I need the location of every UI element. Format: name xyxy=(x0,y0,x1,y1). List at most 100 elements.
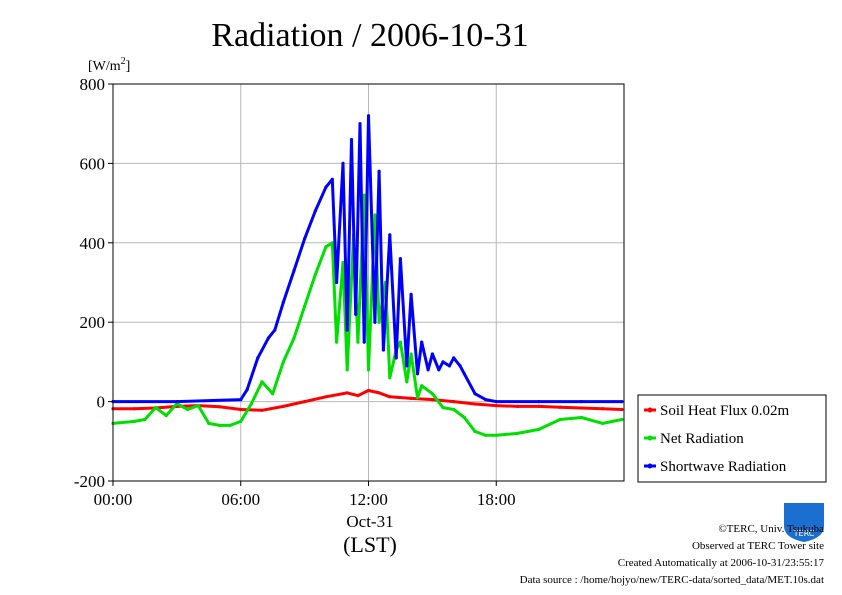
series-point-2 xyxy=(484,398,488,402)
y-axis-unit: [W/m2] xyxy=(88,56,130,74)
series-point-1 xyxy=(207,421,211,425)
series-point-2 xyxy=(313,209,317,213)
series-point-1 xyxy=(303,304,307,308)
series-point-2 xyxy=(362,340,366,344)
series-point-0 xyxy=(601,407,605,411)
y-tick-label: 200 xyxy=(80,313,106,332)
series-point-0 xyxy=(620,407,624,412)
x-axis-ticks: 00:00 06:00 12:00 18:00 xyxy=(94,481,516,509)
series-point-2 xyxy=(381,348,385,352)
series-point-0 xyxy=(239,407,243,412)
series-point-1 xyxy=(537,427,541,431)
series-point-2 xyxy=(303,237,307,241)
series-point-2 xyxy=(579,400,584,404)
series-point-1 xyxy=(373,213,377,217)
series-point-1 xyxy=(415,396,420,400)
series-point-1 xyxy=(362,193,366,197)
series-point-1 xyxy=(239,419,243,423)
series-point-1 xyxy=(398,340,402,344)
series-point-0 xyxy=(377,391,381,395)
x-axis-title: (LST) xyxy=(343,532,397,557)
x-axis-date-label: Oct-31 xyxy=(346,512,393,531)
x-tick-label: 18:00 xyxy=(477,490,516,509)
series-point-1 xyxy=(345,368,349,372)
x-tick-label: 12:00 xyxy=(349,490,388,509)
series-point-2 xyxy=(245,388,249,392)
plot-frame xyxy=(112,83,625,482)
series-point-2 xyxy=(537,400,541,404)
series-point-1 xyxy=(409,352,413,356)
series-point-2 xyxy=(458,364,462,368)
series-point-0 xyxy=(281,404,285,408)
series-point-1 xyxy=(430,392,434,396)
footer-created: Created Automatically at 2006-10-31/23:5… xyxy=(618,557,825,569)
series-point-2 xyxy=(349,138,354,142)
series-point-1 xyxy=(143,417,147,422)
series-point-2 xyxy=(377,169,381,173)
series-point-1 xyxy=(388,376,392,380)
series-point-2 xyxy=(441,360,445,364)
series-point-2 xyxy=(175,400,179,404)
x-tick-label: 06:00 xyxy=(221,490,260,509)
series-point-2 xyxy=(366,114,371,118)
series-point-2 xyxy=(345,328,349,332)
legend-marker-0 xyxy=(647,407,653,413)
series-point-1 xyxy=(601,421,605,425)
series-point-1 xyxy=(473,429,477,433)
series-point-0 xyxy=(558,405,562,409)
series-point-2 xyxy=(388,233,392,237)
series-point-1 xyxy=(441,406,445,410)
series-point-1 xyxy=(292,336,296,340)
series-point-1 xyxy=(217,423,222,427)
series-point-1 xyxy=(132,419,136,423)
series-point-0 xyxy=(452,400,456,404)
series-point-0 xyxy=(388,395,392,399)
series-point-1 xyxy=(249,402,253,406)
y-axis-ticks: -200 0 200 400 600 800 xyxy=(74,75,113,491)
series-point-0 xyxy=(579,406,584,410)
series-point-1 xyxy=(271,392,275,396)
series-point-2 xyxy=(335,280,339,285)
series-point-1 xyxy=(228,423,232,427)
series-point-0 xyxy=(345,391,349,395)
series-point-0 xyxy=(217,405,222,409)
series-point-1 xyxy=(164,413,168,418)
series-point-2 xyxy=(330,177,334,181)
series-point-1 xyxy=(377,320,381,324)
series-point-0 xyxy=(356,394,360,398)
chart-title: Radiation / 2006-10-31 xyxy=(211,17,528,54)
series-point-0 xyxy=(430,398,434,402)
terc-logo: TERC xyxy=(784,503,824,542)
legend: Soil Heat Flux 0.02m Net Radiation Shortwa… xyxy=(637,394,827,483)
legend-marker-2 xyxy=(647,463,653,469)
series-point-2 xyxy=(239,398,243,402)
series-point-2 xyxy=(415,372,420,376)
y-tick-label: 0 xyxy=(97,393,106,412)
series-point-1 xyxy=(515,431,520,435)
y-tick-label: 600 xyxy=(80,154,106,173)
series-point-0 xyxy=(494,404,498,408)
legend-label-0: Soil Heat Flux 0.02m xyxy=(660,403,790,419)
series-point-2 xyxy=(273,328,277,332)
footer-copyright: ©TERC, Univ. Tsukuba xyxy=(718,523,824,535)
footer-source: Data source : /home/hojyo/new/TERC-data/… xyxy=(520,574,824,586)
series-group xyxy=(111,114,624,437)
series-point-1 xyxy=(405,380,409,384)
series-point-2 xyxy=(426,368,430,372)
series-point-2 xyxy=(281,300,285,304)
series-point-1 xyxy=(324,245,328,249)
series-point-1 xyxy=(452,407,456,412)
series-point-0 xyxy=(303,400,307,404)
series-point-2 xyxy=(373,320,377,324)
series-point-2 xyxy=(292,269,296,273)
legend-box xyxy=(637,394,827,483)
series-point-2 xyxy=(437,368,441,372)
series-point-1 xyxy=(260,380,264,384)
series-point-2 xyxy=(398,257,402,261)
series-point-0 xyxy=(260,408,264,412)
series-point-1 xyxy=(313,273,317,277)
series-point-2 xyxy=(409,292,413,296)
footer-site: Observed at TERC Tower site xyxy=(692,540,824,552)
series-point-0 xyxy=(132,407,136,411)
